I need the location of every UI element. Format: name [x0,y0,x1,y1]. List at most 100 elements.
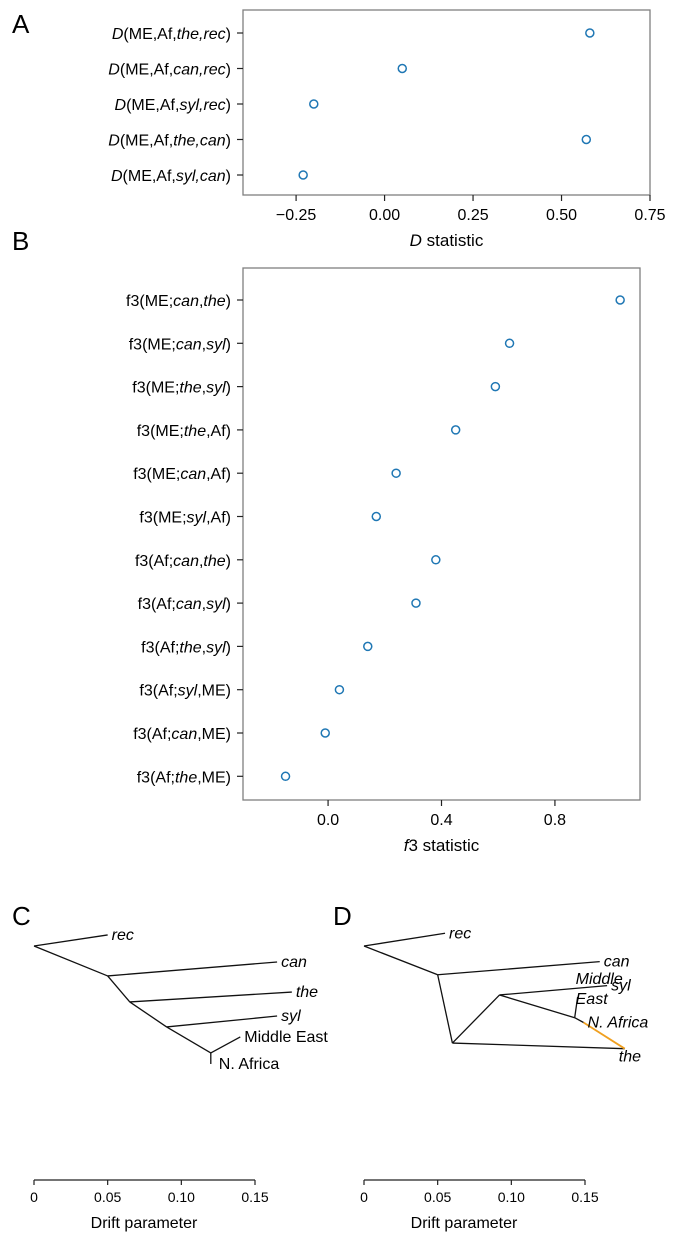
y-tick-label-part: D [108,133,120,150]
panel-letter-b: B [12,226,29,256]
y-tick-label-part: , [202,639,206,656]
y-tick-label-part: syl,rec [179,97,225,114]
y-tick-label-part: the [179,639,201,656]
y-tick-label-part: f3(ME; [133,466,180,483]
data-point [397,63,408,74]
x-axis-label: Drift parameter [91,1215,198,1232]
y-tick-label-part: f3(Af; [141,639,179,656]
x-tick-label: 0.75 [634,207,665,224]
y-tick-label: D(ME,Af,the,rec) [112,26,231,43]
tree-edge [166,1026,212,1054]
y-tick-label: f3(Af;can,the) [135,553,231,570]
y-tick-label-part: the [203,553,225,570]
leaf-label: the [296,984,318,1001]
y-tick-label-part: ) [226,293,231,310]
x-tick-label: 0.10 [498,1189,525,1205]
leaf-label: rec [112,927,134,944]
tree-edge [107,961,278,977]
y-tick-label: D(ME,Af,the,can) [108,133,231,150]
data-point [371,511,382,522]
tree-edge [437,974,454,1044]
y-tick-label-part: D [111,168,123,185]
leaf-label: can [604,954,630,971]
y-tick-label-part: ,Af) [206,423,231,440]
leaf-label: East [576,991,609,1008]
y-tick-label-part: syl [206,639,226,656]
tree-edge [129,1001,167,1028]
data-point [320,728,330,738]
x-axis-label-rest: statistic [422,231,484,250]
y-tick-label-part: can [176,596,202,613]
y-tick-label-part: ) [226,596,231,613]
x-tick-label: −0.25 [276,207,317,224]
leaf-label: rec [449,925,471,942]
y-tick-label: f3(Af;can,syl) [138,596,231,613]
y-tick-label-part: the [184,423,206,440]
y-tick-label-part: ,ME) [197,726,231,743]
data-point [280,771,291,782]
tree-edge [574,996,579,1018]
y-tick-label: f3(ME;can,the) [126,293,231,310]
y-tick-label-part: syl,can [176,168,226,185]
leaf-label: Middle East [244,1029,328,1046]
y-tick-label: f3(Af;the,ME) [137,769,231,786]
y-tick-label: f3(ME;syl,Af) [139,510,231,527]
leaf-label: N. Africa [219,1056,280,1073]
y-tick-label-part: (ME,Af, [120,62,173,79]
x-tick-label: 0.05 [94,1189,121,1205]
tree-edge [437,960,600,976]
x-tick-label: 0.0 [317,812,339,829]
data-point [585,28,595,38]
panel-b-chart: f3(ME;can,the)f3(ME;can,syl)f3(ME;the,sy… [126,267,641,855]
tree-edge [499,984,608,996]
y-tick-label-part: (ME,Af, [123,168,176,185]
y-tick-label-part: (ME,Af, [126,97,179,114]
data-point [411,598,421,608]
y-tick-label: f3(ME;can,syl) [129,336,231,353]
y-tick-label-part: syl [206,336,226,353]
y-tick-label-part: the [179,380,201,397]
x-tick-label: 0.10 [168,1189,195,1205]
y-tick-label-part: syl [178,683,198,700]
y-tick-label-part: ,ME) [197,683,231,700]
data-point [431,555,441,565]
data-point [615,295,625,305]
x-tick-label: 0.15 [241,1189,268,1205]
y-tick-label-part: f3(ME; [132,380,179,397]
tree-edge [363,932,446,947]
y-tick-label-part: can,rec [173,62,225,79]
y-tick-label-part: the [175,769,197,786]
tree-edge [33,945,108,977]
tree-edge [166,1015,278,1028]
tree-edge [33,934,108,947]
x-tick-label: 0.50 [546,207,577,224]
y-tick-label-part: f3(Af; [137,769,175,786]
y-tick-label-part: f3(Af; [139,683,177,700]
data-point [391,468,401,478]
y-tick-label-part: can [180,466,206,483]
y-tick-label-part: (ME,Af, [123,26,176,43]
x-tick-label: 0.25 [457,207,488,224]
y-tick-label-part: (ME,Af, [120,133,173,150]
leaf-label: the [619,1049,641,1066]
y-tick-label-part: , [202,380,206,397]
y-tick-label-part: ) [226,97,231,114]
y-tick-label-part: ) [226,553,231,570]
y-tick-label-part: , [202,596,206,613]
y-tick-label-part: syl [206,380,226,397]
x-tick-label: 0 [30,1189,38,1205]
y-tick-label-part: ) [226,639,231,656]
leaf-label: syl [281,1008,301,1025]
admixture-edge [583,1021,626,1050]
y-tick-label: f3(Af;can,ME) [133,726,231,743]
y-tick-label-part: ,Af) [206,510,231,527]
y-tick-label-part: ) [226,168,231,185]
y-tick-label-part: f3(ME; [139,510,186,527]
y-tick-label-part: ) [226,133,231,150]
y-tick-label: f3(ME;can,Af) [133,466,231,483]
x-tick-label: 0.00 [369,207,400,224]
x-tick-label: 0.05 [424,1189,451,1205]
data-point [490,381,501,392]
tree-edge [499,994,575,1019]
